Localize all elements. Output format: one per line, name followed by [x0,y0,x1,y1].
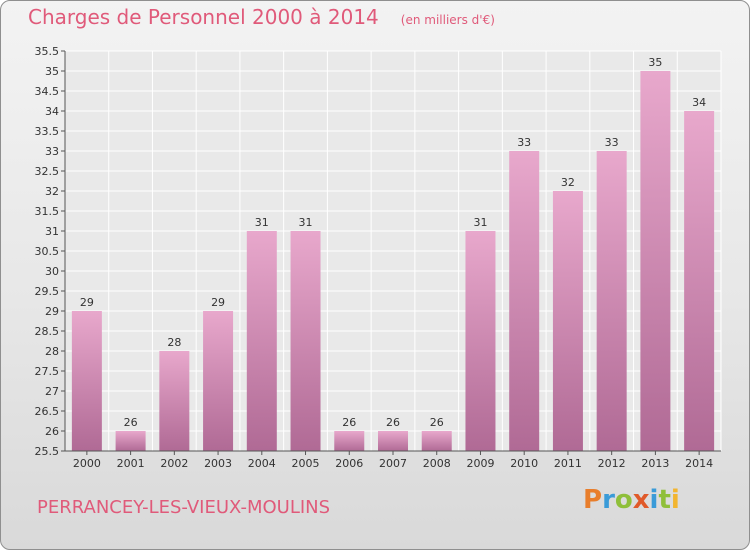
y-tick-label: 27 [45,385,59,398]
data-label: 29 [211,296,225,309]
data-label: 28 [167,336,181,349]
y-tick-label: 35 [45,65,59,78]
data-label: 26 [342,416,356,429]
y-tick-label: 27.5 [35,365,60,378]
y-tick-label: 29 [45,305,59,318]
data-label: 31 [299,216,313,229]
data-label: 26 [124,416,138,429]
y-tick-label: 30 [45,265,59,278]
data-label: 35 [648,56,662,69]
logo-letter: o [614,485,633,515]
bar [509,151,540,451]
bar [290,231,321,451]
bars [71,71,715,451]
proxiti-logo: Proxiti [583,485,680,515]
data-label: 33 [605,136,619,149]
y-tick-label: 35.5 [35,45,60,58]
logo-letter: t [658,485,671,515]
x-tick-label: 2007 [379,457,407,470]
bar [115,431,146,451]
data-label: 31 [473,216,487,229]
x-tick-label: 2008 [423,457,451,470]
x-tick-label: 2003 [204,457,232,470]
data-label: 26 [430,416,444,429]
y-tick-label: 31 [45,225,59,238]
data-label: 34 [692,96,706,109]
bar [378,431,408,451]
x-tick-label: 2011 [554,457,582,470]
y-tick-label: 30.5 [35,245,60,258]
y-tick-label: 32.5 [35,165,60,178]
bar [465,231,496,451]
y-tick-label: 34.5 [35,85,60,98]
bar [421,431,452,451]
data-label: 26 [386,416,400,429]
labels: 25.5 26 26.5 27 27.5 28 28.5 29 29.5 30 30.5 31 31.5… [35,45,714,470]
logo-letter: i [649,485,659,515]
x-tick-label: 2005 [292,457,320,470]
y-tick-label: 26 [45,425,59,438]
x-tick-label: 2004 [248,457,276,470]
logo-letter: i [670,485,680,515]
axes [61,50,721,455]
x-tick-label: 2001 [117,457,145,470]
y-tick-label: 28.5 [35,325,60,338]
bar [203,311,234,451]
bar [334,431,365,451]
chart-subtitle: (en milliers d'€) [400,13,495,27]
y-tick-label: 33.5 [35,125,60,138]
bar [640,71,671,451]
x-tick-label: 2002 [160,457,188,470]
x-tick-label: 2013 [641,457,669,470]
y-tick-label: 26.5 [35,405,60,418]
title-line: Charges de Personnel 2000 à 2014 (en mil… [28,5,495,29]
x-tick-label: 2012 [598,457,626,470]
data-label: 33 [517,136,531,149]
logo-letter: x [632,485,650,515]
x-tick-label: 2006 [335,457,363,470]
y-tick-label: 29.5 [35,285,60,298]
bar [596,151,627,451]
y-tick-label: 34 [45,105,59,118]
x-tick-label: 2010 [510,457,538,470]
x-tick-label: 2009 [466,457,494,470]
data-label: 29 [80,296,94,309]
y-tick-label: 25.5 [35,445,60,458]
y-tick-label: 31.5 [35,205,60,218]
commune-name: PERRANCEY-LES-VIEUX-MOULINS [37,497,331,518]
y-tick-label: 28 [45,345,59,358]
bar [552,191,583,451]
chart-title: Charges de Personnel 2000 à 2014 [28,5,379,29]
logo-letter: P [583,485,603,515]
data-label: 32 [561,176,575,189]
bar [684,111,715,451]
y-tick-label: 32 [45,185,59,198]
logo-letter: r [602,485,615,515]
x-tick-label: 2014 [685,457,713,470]
bar [71,311,102,451]
bar [159,351,190,451]
data-label: 31 [255,216,269,229]
bar [246,231,277,451]
x-tick-label: 2000 [73,457,101,470]
y-tick-label: 33 [45,145,59,158]
